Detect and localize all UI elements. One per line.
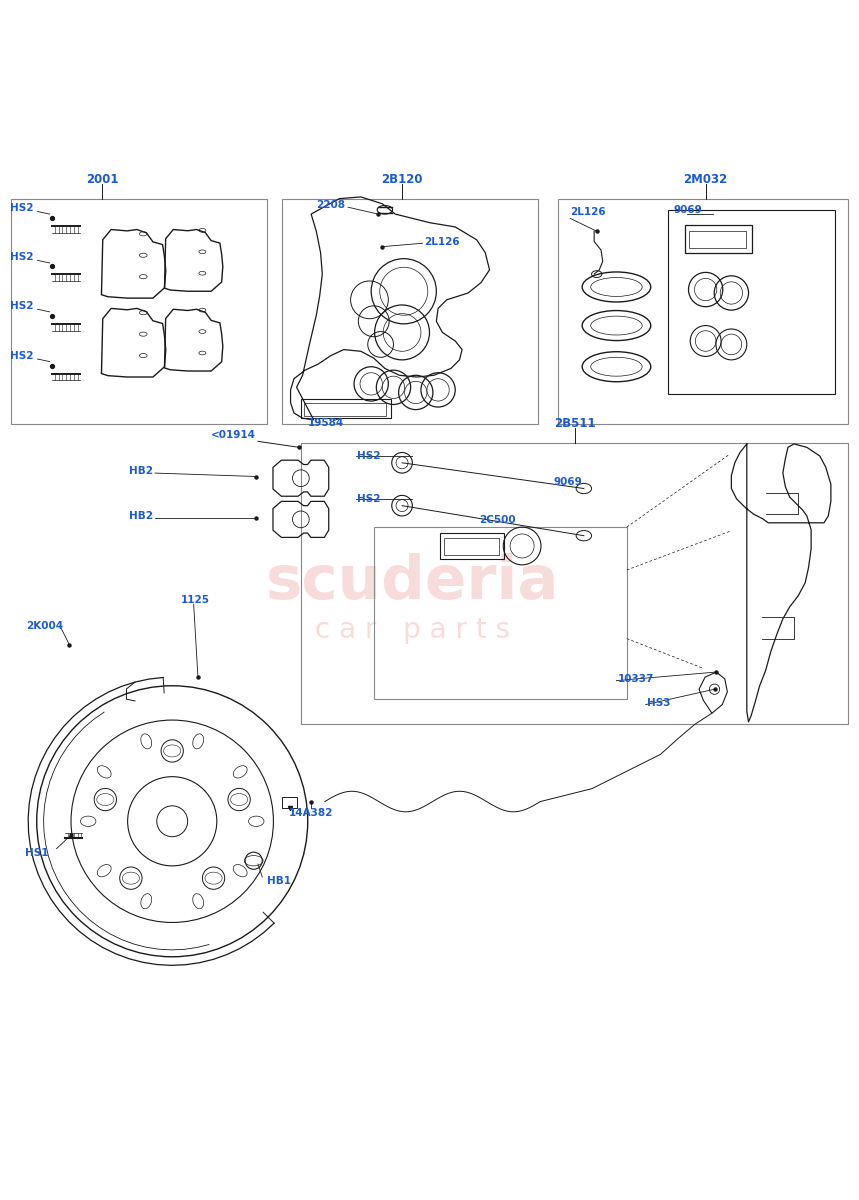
- Text: HS3: HS3: [648, 698, 671, 708]
- Bar: [668, 210, 835, 394]
- Bar: [444, 539, 499, 556]
- Text: 2001: 2001: [86, 173, 119, 186]
- Text: 19584: 19584: [308, 419, 344, 428]
- Text: 9069: 9069: [674, 205, 703, 215]
- Text: HS2: HS2: [10, 252, 34, 262]
- Text: 2B511: 2B511: [554, 416, 596, 430]
- Bar: [301, 400, 391, 418]
- Text: HS2: HS2: [10, 203, 34, 214]
- Text: scuderia: scuderia: [265, 553, 559, 612]
- Bar: [282, 797, 297, 808]
- Bar: [558, 199, 848, 424]
- Bar: [11, 199, 266, 424]
- Text: HB2: HB2: [130, 511, 154, 521]
- Text: <01914: <01914: [211, 431, 256, 440]
- Text: 2B120: 2B120: [381, 173, 423, 186]
- Text: HB1: HB1: [266, 876, 290, 887]
- Text: 9069: 9069: [554, 476, 582, 487]
- Text: 1125: 1125: [180, 595, 210, 605]
- Bar: [282, 199, 538, 424]
- Text: HS2: HS2: [357, 451, 381, 461]
- Text: 2K004: 2K004: [27, 620, 64, 631]
- Text: HS2: HS2: [357, 494, 381, 504]
- Text: 10337: 10337: [618, 674, 655, 684]
- Text: c a r   p a r t s: c a r p a r t s: [314, 616, 510, 644]
- Text: 2M032: 2M032: [684, 173, 728, 186]
- Text: HS1: HS1: [25, 848, 48, 858]
- Text: HS2: HS2: [10, 350, 34, 360]
- Text: 14A382: 14A382: [289, 808, 333, 817]
- Text: 2C500: 2C500: [479, 515, 516, 526]
- Text: 2208: 2208: [316, 200, 345, 210]
- Bar: [304, 403, 386, 415]
- Bar: [440, 533, 504, 559]
- Text: HS2: HS2: [10, 301, 34, 311]
- Text: 2L126: 2L126: [570, 208, 606, 217]
- Text: 2L126: 2L126: [424, 236, 460, 246]
- Bar: [374, 527, 627, 698]
- Text: HB2: HB2: [130, 467, 154, 476]
- Bar: [690, 232, 746, 248]
- Bar: [301, 443, 848, 725]
- Bar: [685, 226, 752, 253]
